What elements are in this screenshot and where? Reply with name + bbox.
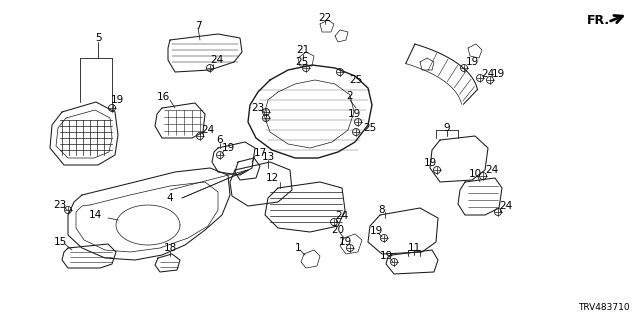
Text: 24: 24 (485, 165, 499, 175)
Text: 16: 16 (156, 92, 170, 102)
Text: 24: 24 (481, 69, 495, 79)
Text: 8: 8 (379, 205, 385, 215)
Text: 24: 24 (335, 211, 349, 221)
Text: 19: 19 (492, 69, 504, 79)
Text: 21: 21 (296, 45, 310, 55)
Text: 4: 4 (166, 193, 173, 203)
Text: 25: 25 (296, 57, 308, 67)
Text: 22: 22 (318, 13, 332, 23)
Text: 9: 9 (444, 123, 451, 133)
Text: 17: 17 (253, 148, 267, 158)
Text: 10: 10 (468, 169, 481, 179)
Text: 19: 19 (348, 109, 360, 119)
Text: 19: 19 (221, 143, 235, 153)
Text: 24: 24 (202, 125, 214, 135)
Text: 12: 12 (266, 173, 278, 183)
Text: 23: 23 (252, 103, 264, 113)
Text: FR.: FR. (586, 13, 609, 27)
Text: 25: 25 (364, 123, 376, 133)
Text: TRV483710: TRV483710 (579, 303, 630, 313)
Text: 1: 1 (294, 243, 301, 253)
Text: 20: 20 (332, 225, 344, 235)
Text: 19: 19 (380, 251, 392, 261)
Text: 19: 19 (110, 95, 124, 105)
Text: 11: 11 (408, 243, 420, 253)
Text: 19: 19 (424, 158, 436, 168)
Text: 24: 24 (499, 201, 513, 211)
Text: 18: 18 (163, 243, 177, 253)
Text: 25: 25 (349, 75, 363, 85)
Text: 14: 14 (88, 210, 102, 220)
Text: 23: 23 (53, 200, 67, 210)
Text: 2: 2 (347, 91, 353, 101)
Text: 5: 5 (95, 33, 101, 43)
Text: 24: 24 (211, 55, 223, 65)
Text: 13: 13 (261, 152, 275, 162)
Text: 19: 19 (465, 57, 479, 67)
Text: 6: 6 (217, 135, 223, 145)
Text: 7: 7 (195, 21, 202, 31)
Text: 19: 19 (339, 237, 351, 247)
Text: 15: 15 (53, 237, 67, 247)
Text: 19: 19 (369, 226, 383, 236)
